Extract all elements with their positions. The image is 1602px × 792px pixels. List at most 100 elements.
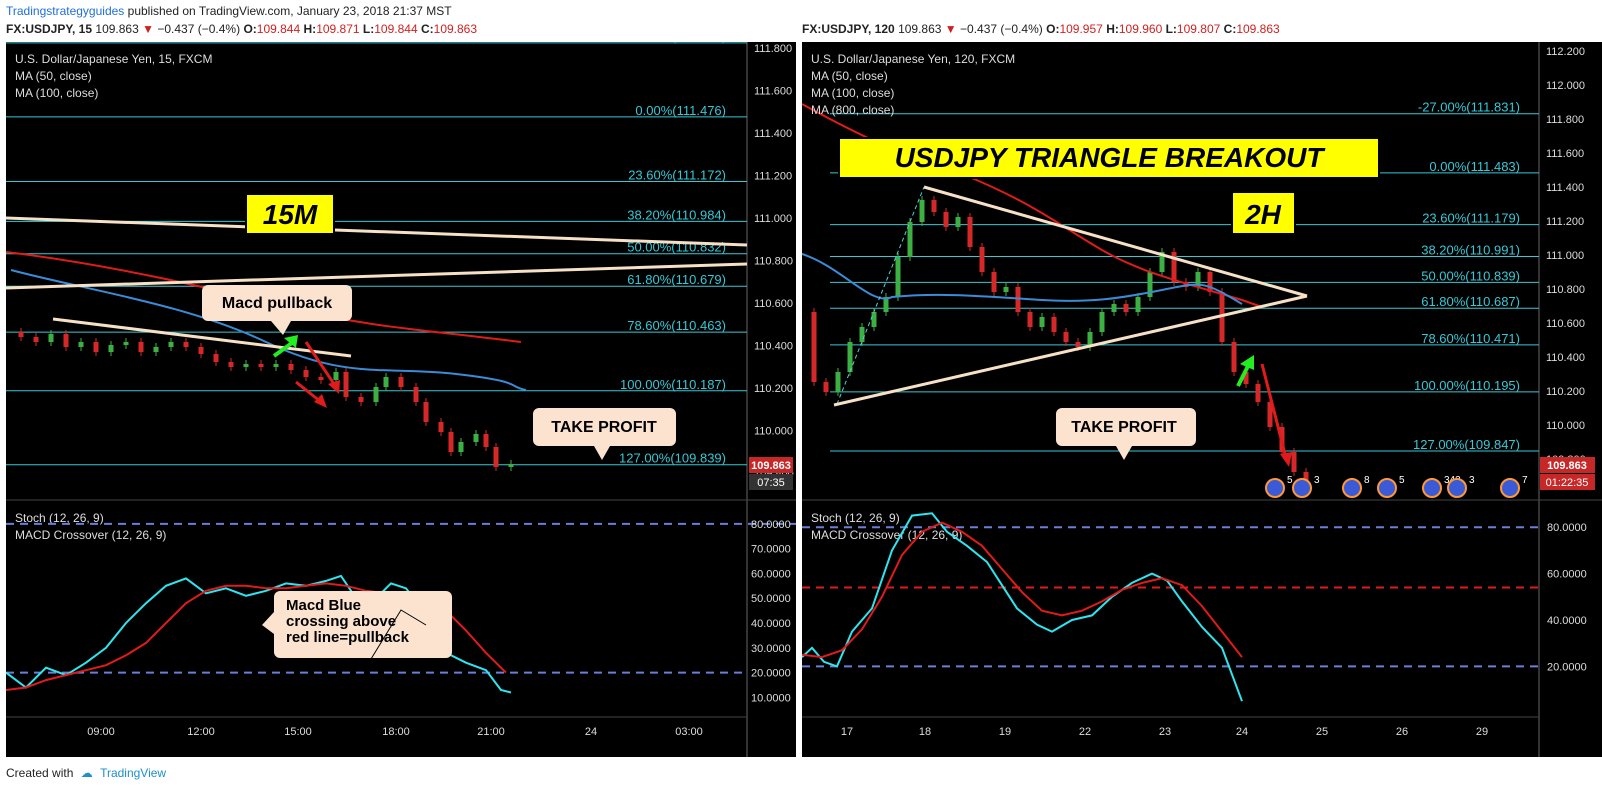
price-tick-label: 111.400: [754, 128, 792, 140]
economic-event-icon[interactable]: [1422, 478, 1442, 498]
candle: [1099, 312, 1105, 332]
price-tick-label: 111.600: [754, 86, 792, 98]
candle: [413, 387, 419, 402]
candle: [1027, 312, 1033, 327]
candle: [258, 364, 264, 367]
economic-event-icon[interactable]: [1342, 478, 1362, 498]
candle: [18, 332, 24, 337]
candle: [358, 397, 364, 402]
stoch-legend: Stoch (12, 26, 9): [15, 511, 104, 525]
right-close: 109.863: [1236, 22, 1280, 36]
candle: [48, 334, 54, 342]
price-tick-label: 111.400: [1546, 182, 1584, 194]
price-tick-label: 111.000: [1546, 250, 1584, 262]
candle: [33, 337, 39, 342]
economic-event-icon[interactable]: [1265, 478, 1285, 498]
candle: [273, 364, 279, 367]
candle: [1255, 384, 1261, 402]
candle: [108, 345, 114, 352]
candle: [138, 342, 144, 352]
candle: [1039, 317, 1045, 327]
right-quote-line: FX:USDJPY, 120 109.863 ▼ −0.437 (−0.4%) …: [802, 22, 1280, 36]
candle: [1087, 332, 1093, 347]
candle: [93, 342, 99, 352]
tradingview-logo-icon[interactable]: ☁: [80, 766, 93, 780]
osc-tick-label: 10.0000: [751, 692, 791, 704]
fib-level-label: 61.80%(110.687): [1421, 294, 1520, 309]
price-tick-label: 111.600: [1546, 148, 1584, 160]
green-arrow-icon: [272, 335, 298, 358]
candle: [1231, 342, 1237, 372]
time-tick-label: 23: [1159, 726, 1171, 738]
red-arrow-icon: [1260, 363, 1292, 467]
candle: [1291, 452, 1297, 472]
candle: [895, 257, 901, 297]
candle: [991, 272, 997, 292]
osc-tick-label: 20.0000: [1547, 661, 1587, 673]
candle: [1243, 372, 1249, 384]
fib-level-label: 127.00%(109.847): [1413, 437, 1520, 452]
pullback-trend-line: [52, 317, 352, 358]
fib-level-label: 78.60%(110.463): [627, 318, 726, 333]
left-symbol: FX:USDJPY, 15: [6, 22, 93, 36]
economic-event-icon[interactable]: [1292, 478, 1312, 498]
publish-line: Tradingstrategyguides published on Tradi…: [6, 4, 452, 18]
candle: [919, 200, 925, 222]
tradingview-link[interactable]: TradingView: [100, 766, 167, 780]
candle: [1015, 287, 1021, 312]
time-tick-label: 21:00: [477, 726, 505, 738]
right-symbol: FX:USDJPY, 120: [802, 22, 895, 36]
osc-tick-label: 40.0000: [1547, 615, 1587, 627]
svg-text:Macd Blue crossing abo: Macd Blue crossing above red line=pullba…: [286, 597, 410, 646]
fib-level-label: 23.60%(111.172): [628, 167, 726, 182]
candle: [493, 447, 499, 467]
countdown-tag: [1540, 474, 1595, 490]
take-profit-callout: TAKE PROFIT: [1056, 408, 1196, 460]
price-tick-label: 111.000: [754, 213, 792, 225]
time-tick-label: 29: [1476, 726, 1488, 738]
candle: [907, 222, 913, 257]
candle: [288, 364, 294, 370]
candle: [228, 362, 234, 367]
macd-legend: MACD Crossover (12, 26, 9): [811, 528, 962, 542]
price-tick-label: 110.800: [1546, 284, 1585, 296]
time-tick-label: 25: [1316, 726, 1328, 738]
timeframe-label: 2H: [1244, 199, 1282, 230]
candle: [1147, 272, 1153, 297]
price-tick-label: 112.000: [1546, 80, 1585, 92]
ma-50-legend: MA (50, close): [811, 69, 888, 83]
economic-event-icon[interactable]: [1447, 478, 1467, 498]
candle: [835, 372, 841, 392]
time-tick-label: 18:00: [382, 726, 410, 738]
left-chart-panel[interactable]: -27.00%(111.824) 0.00%(111.476) 23.60%(111…: [6, 42, 796, 757]
candle: [979, 247, 985, 272]
economic-event-icon[interactable]: [1377, 478, 1397, 498]
time-tick-label: 22: [1079, 726, 1091, 738]
right-low: 109.807: [1176, 22, 1221, 36]
right-chart-panel[interactable]: -61.80%(112.279)-27.00%(111.831)0.00%(11…: [802, 42, 1602, 757]
left-price: 109.863: [95, 22, 139, 36]
ma-100-legend: MA (100, close): [811, 86, 894, 100]
osc-tick-label: 80.0000: [751, 519, 791, 531]
fib-anchor-line: [836, 186, 925, 405]
svg-text:TAKE PROFIT: TAKE PROFIT: [1071, 419, 1177, 436]
candle: [458, 442, 464, 452]
price-tick-label: 110.600: [754, 298, 793, 310]
candle: [811, 312, 817, 382]
left-chart-svg[interactable]: -27.00%(111.824) 0.00%(111.476) 23.60%(111…: [6, 42, 796, 757]
candle: [1207, 272, 1213, 292]
candle: [871, 312, 877, 327]
signal-line: [802, 521, 1243, 659]
economic-event-icon[interactable]: [1500, 478, 1520, 498]
price-tick-label: 110.800: [754, 256, 793, 268]
right-chart-svg[interactable]: -61.80%(112.279)-27.00%(111.831)0.00%(11…: [802, 42, 1602, 757]
down-arrow-icon: ▼: [944, 22, 957, 36]
timeframe-label-box: [1231, 191, 1296, 235]
right-change: −0.437 (−0.4%): [960, 22, 1043, 36]
left-change: −0.437 (−0.4%): [157, 22, 241, 36]
author-link[interactable]: Tradingstrategyguides: [6, 4, 125, 18]
osc-tick-label: 70.0000: [751, 544, 791, 556]
price-tick-label: 111.200: [1546, 216, 1584, 228]
time-tick-label: 18: [919, 726, 931, 738]
price-tick-label: 111.800: [754, 43, 792, 55]
